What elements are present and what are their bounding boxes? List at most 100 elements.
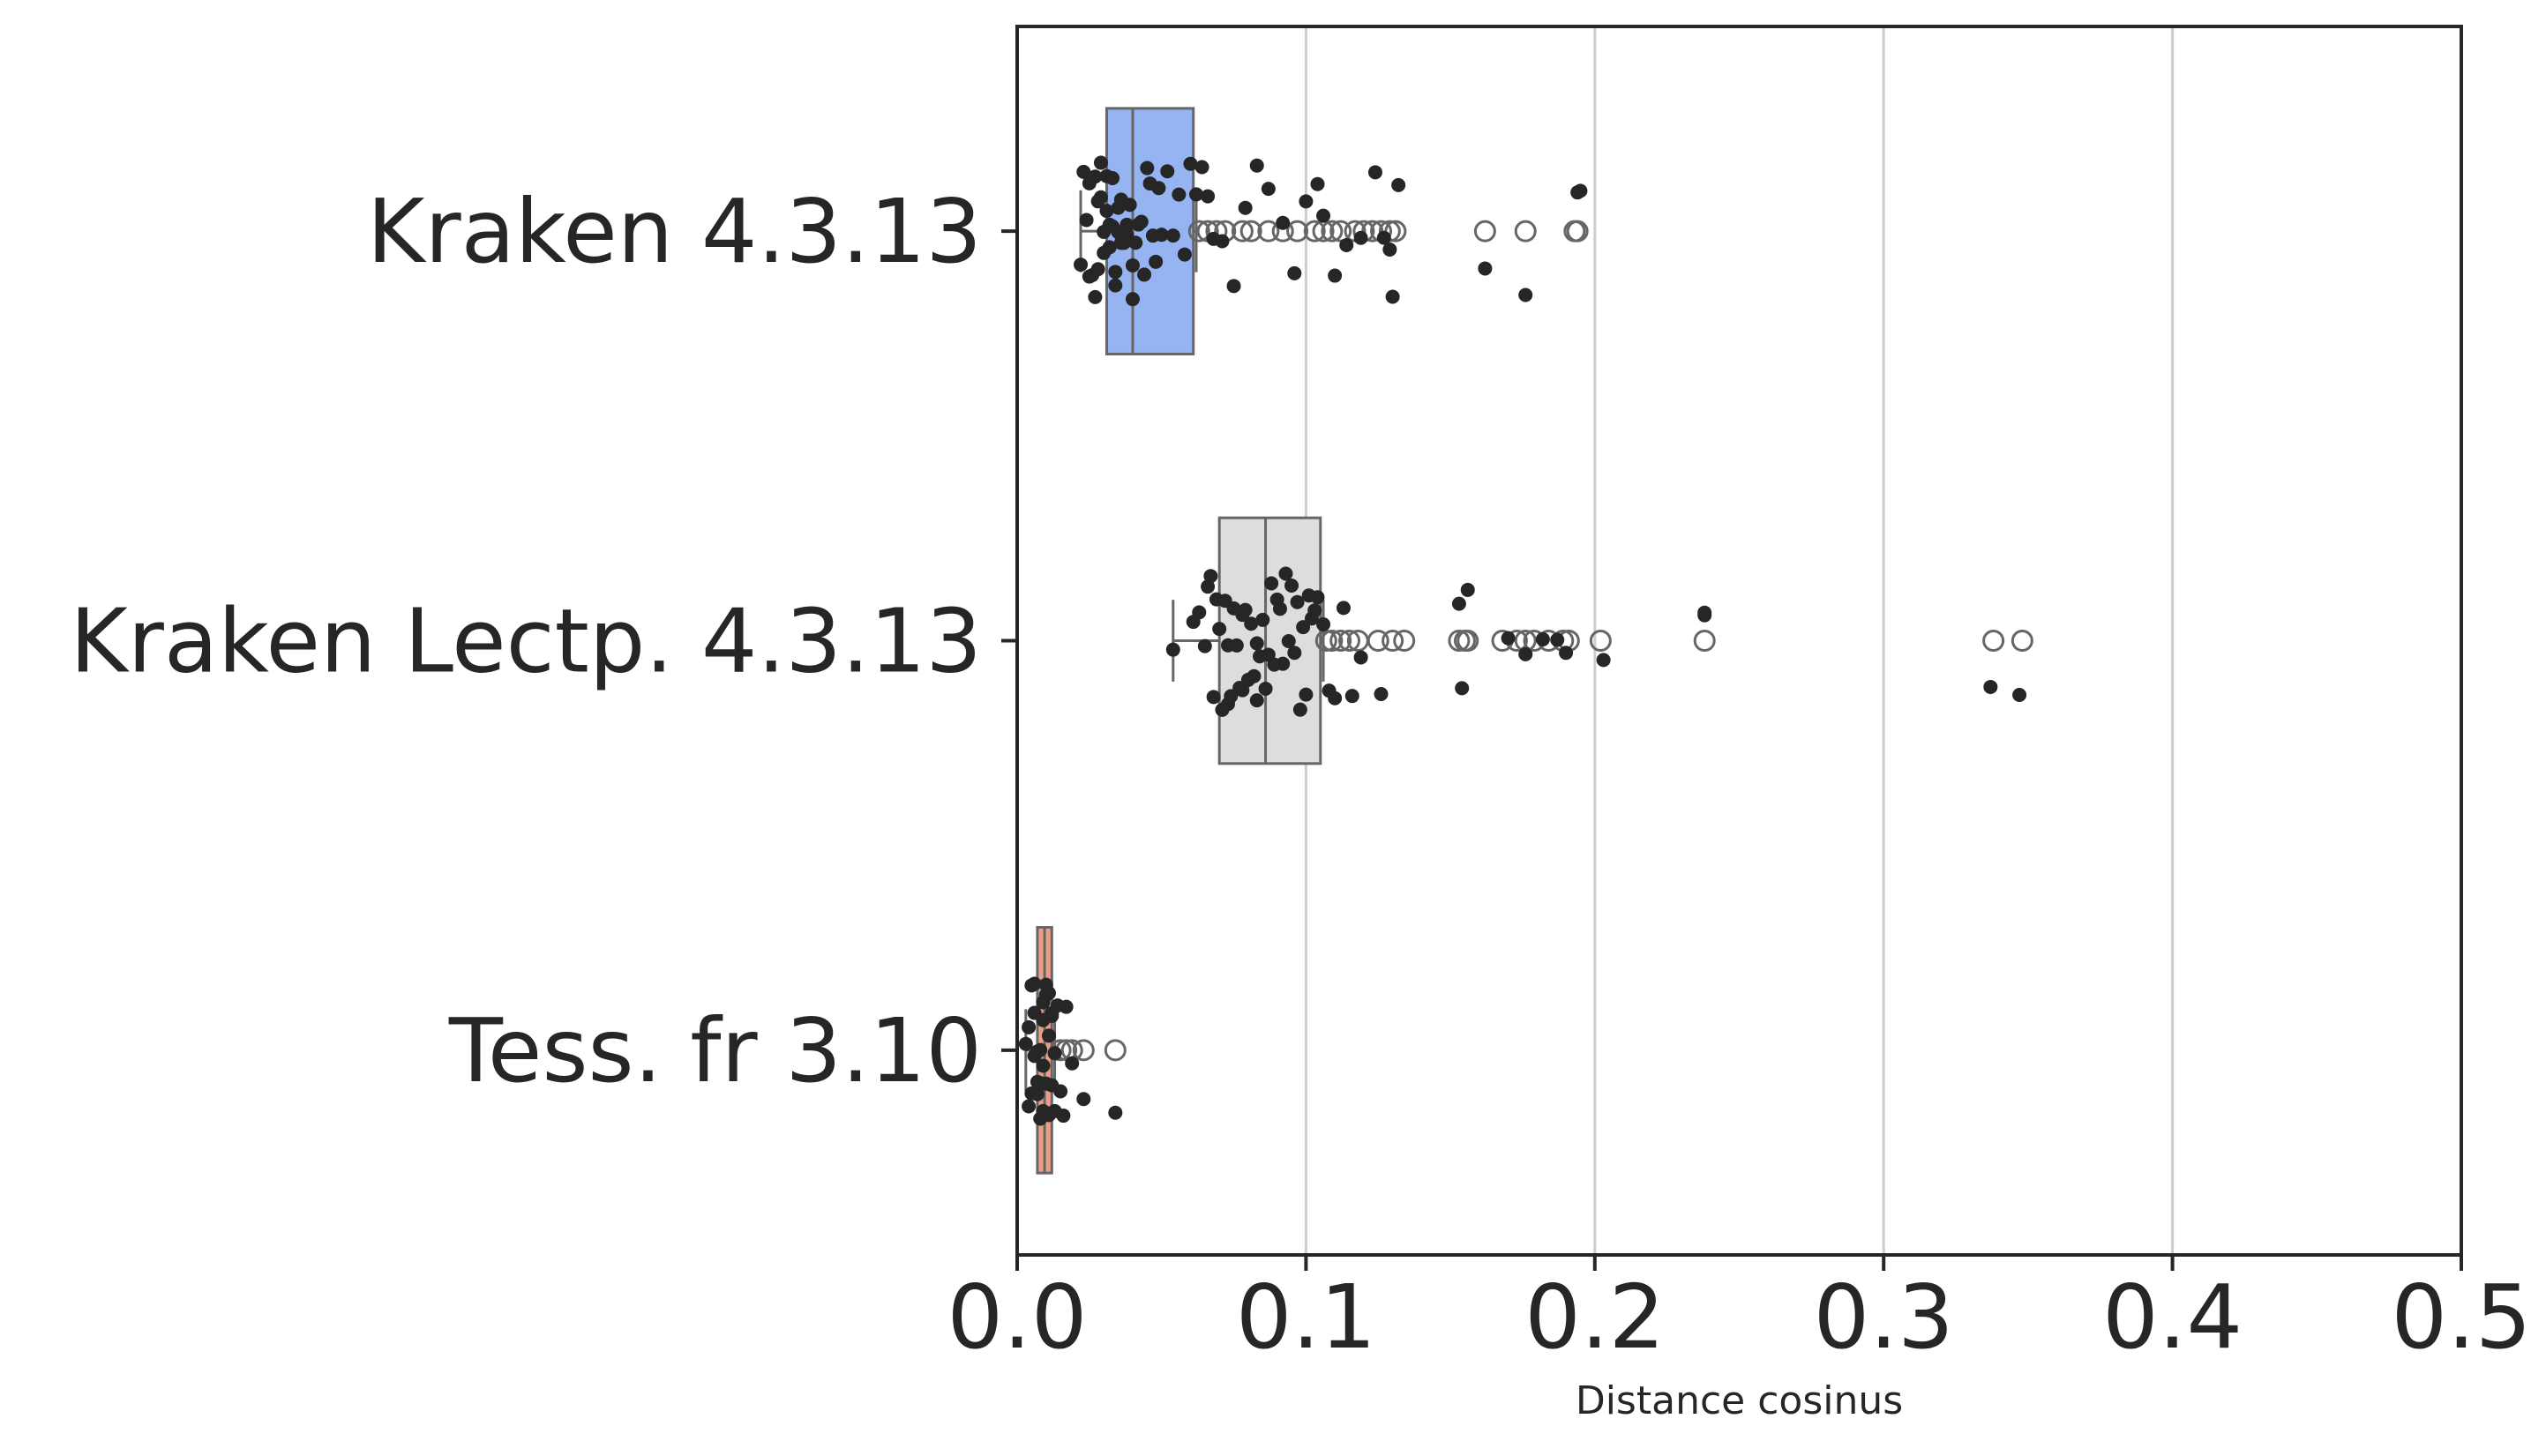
outlier-point <box>1072 1039 1095 1062</box>
strip-point <box>1310 590 1325 605</box>
strip-point <box>1108 265 1123 280</box>
strip-point <box>1093 155 1108 170</box>
strip-point <box>1374 687 1389 702</box>
strip-point <box>1206 690 1221 705</box>
x-tick-label: 0.1 <box>1236 1266 1376 1369</box>
strip-point <box>1316 617 1331 632</box>
outlier-point <box>1448 630 1471 652</box>
x-tick-label: 0.5 <box>2391 1266 2531 1369</box>
outlier-point <box>1231 220 1254 243</box>
strip-point <box>1079 213 1094 228</box>
x-tick-label: 0.2 <box>1524 1266 1665 1369</box>
strip-point <box>1151 181 1166 196</box>
strip-point <box>1105 170 1120 185</box>
outlier-point <box>1257 220 1280 243</box>
strip-point <box>1983 679 1998 694</box>
outlier-point <box>1589 630 1612 652</box>
strip-point <box>1093 190 1108 205</box>
strip-point <box>1183 156 1198 171</box>
strip-point <box>1287 646 1302 661</box>
strip-point <box>1278 566 1293 581</box>
strip-point <box>1276 215 1291 230</box>
strip-point <box>1165 642 1180 657</box>
strip-point <box>1478 261 1493 276</box>
strip-point <box>1284 578 1299 593</box>
strip-point <box>1501 631 1516 646</box>
strip-point <box>1255 612 1270 627</box>
strip-point <box>1518 646 1533 661</box>
strip-point <box>1238 602 1253 617</box>
strip-point <box>1042 1028 1057 1043</box>
strip-point <box>1328 691 1343 706</box>
strip-point <box>1353 230 1368 245</box>
x-axis-ticks: 0.0 0.1 0.2 0.3 0.4 0.5 <box>947 1255 2532 1369</box>
strip-point <box>1192 605 1207 620</box>
strip-point <box>1247 668 1262 683</box>
strip-point <box>1249 693 1264 708</box>
strip-point <box>1573 183 1588 198</box>
x-tick-label: 0.3 <box>1814 1266 1954 1369</box>
box-1 <box>1172 516 2033 765</box>
strip-point <box>1382 242 1397 257</box>
strip-point <box>1281 633 1296 648</box>
strip-point <box>1065 1056 1080 1071</box>
strip-point <box>1149 254 1164 269</box>
strip-point <box>1460 582 1475 597</box>
strip-point <box>1088 289 1103 304</box>
strip-point <box>1074 258 1089 273</box>
strip-point <box>1290 594 1305 609</box>
strip-point <box>1336 601 1351 616</box>
outlier-point <box>1329 220 1352 243</box>
outlier-point <box>1303 220 1326 243</box>
strip-point <box>1134 214 1149 229</box>
strip-point <box>1212 622 1227 637</box>
x-axis-label: Distance cosinus <box>1576 1378 1903 1423</box>
outlier-point <box>1321 630 1344 652</box>
strip-point <box>1125 258 1140 273</box>
strip-point <box>1165 228 1180 243</box>
strip-point <box>1059 999 1074 1014</box>
strip-point <box>1299 687 1314 702</box>
strip-point <box>1194 160 1209 175</box>
strip-point <box>1215 234 1230 249</box>
strip-point <box>1042 986 1057 1001</box>
strip-point <box>1076 1092 1091 1107</box>
strip-point <box>1090 262 1105 277</box>
strip-point <box>1047 1046 1062 1061</box>
boxes <box>1024 107 2033 1175</box>
strip-point <box>1197 638 1212 653</box>
y-axis-ticks: Kraken 4.3.13 Kraken Lectp. 4.3.13 Tess. f… <box>70 180 1017 1102</box>
strip-point <box>1235 683 1250 698</box>
strip-point <box>1367 165 1382 180</box>
strip-point <box>1261 182 1276 197</box>
y-tick-label: Kraken 4.3.13 <box>367 180 982 283</box>
strip-point <box>1258 681 1273 696</box>
strip-point <box>1238 200 1253 215</box>
strip-point <box>1036 1058 1051 1073</box>
strip-point <box>1137 267 1152 282</box>
strip-point <box>1201 189 1216 204</box>
strip-point <box>1172 187 1187 202</box>
strip-point <box>1108 1105 1123 1120</box>
strip-point <box>1344 689 1359 704</box>
strip-point <box>1102 240 1117 255</box>
outlier-point <box>1314 630 1337 652</box>
strip-point <box>1128 235 1143 250</box>
strip-point <box>1550 632 1565 647</box>
strip-point <box>1018 1036 1033 1051</box>
strip-point <box>1154 228 1169 243</box>
outlier-point <box>1393 630 1416 652</box>
outlier-point <box>1338 630 1361 652</box>
outlier-point <box>1566 220 1589 243</box>
strip-point <box>1596 653 1611 668</box>
strip-point <box>1119 217 1134 232</box>
outlier-point <box>1321 220 1344 243</box>
strip-point <box>1056 1109 1071 1124</box>
outlier-point <box>1367 630 1389 652</box>
grid-lines <box>1304 26 2175 1255</box>
strip-point <box>1226 279 1241 294</box>
strip-point <box>1203 569 1218 584</box>
y-tick-label: Kraken Lectp. 4.3.13 <box>70 590 982 693</box>
strip-point <box>1272 601 1287 616</box>
outlier-point <box>1286 220 1309 243</box>
